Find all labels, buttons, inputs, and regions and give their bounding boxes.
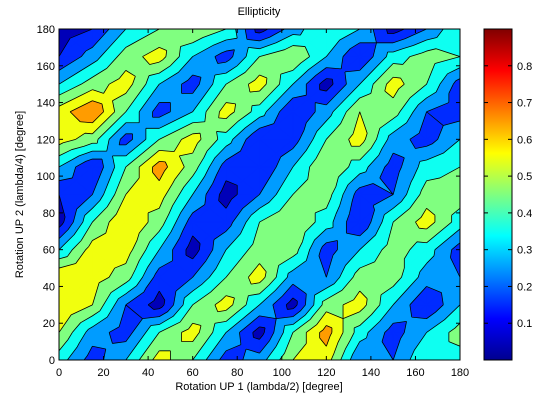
colorbar: 0.1 0.2 0.3 0.4 0.5 0.6 0.7 0.8: [483, 28, 532, 361]
contour-line-3: [59, 29, 460, 360]
x-tick-label: 160: [406, 367, 424, 379]
x-tick-label: 120: [317, 367, 335, 379]
colorbar-tick-label: 0.7: [517, 98, 532, 110]
colorbar-ticks: 0.1 0.2 0.3 0.4 0.5 0.6 0.7 0.8: [484, 61, 532, 330]
y-tick-label: 120: [37, 134, 55, 146]
x-axis-ticks: 0 20 40 60 80 100 120 140 160 180: [56, 29, 469, 379]
y-tick-label: 140: [37, 98, 55, 110]
y-tick-label: 20: [43, 318, 55, 330]
x-tick-label: 40: [142, 367, 154, 379]
x-tick-label: 80: [231, 367, 243, 379]
x-tick-label: 180: [451, 367, 469, 379]
y-axis-ticks: 0 20 40 60 80 100 120 140 160 180: [37, 24, 460, 367]
chart-title: Ellipticity: [238, 6, 281, 18]
y-tick-label: 180: [37, 24, 55, 36]
colorbar-tick-label: 0.5: [517, 171, 532, 183]
colorbar-strip: [484, 29, 512, 360]
plot-area: 0 20 40 60 80 100 120 140 160 180 0 20 40 60 80 100 120…: [37, 24, 470, 379]
contour-line-4: [59, 29, 460, 360]
colorbar-frame: [483, 28, 513, 361]
y-tick-label: 80: [43, 208, 55, 220]
y-tick-label: 40: [43, 281, 55, 293]
x-tick-label: 0: [56, 367, 62, 379]
contour-line-2: [59, 29, 460, 360]
contour-line-1: [59, 29, 405, 340]
colorbar-tick-label: 0.6: [517, 134, 532, 146]
y-tick-label: 60: [43, 245, 55, 257]
y-tick-label: 160: [37, 61, 55, 73]
plot-frame: [58, 28, 461, 361]
x-tick-label: 100: [273, 367, 291, 379]
y-tick-label: 0: [49, 355, 55, 367]
y-tick-label: 100: [37, 171, 55, 183]
colorbar-tick-label: 0.4: [517, 208, 532, 220]
x-tick-label: 20: [97, 367, 109, 379]
x-axis-label: Rotation UP 1 (lambda/2) [degree]: [175, 381, 342, 393]
colorbar-tick-label: 0.1: [517, 318, 532, 330]
colorbar-tick-label: 0.8: [517, 61, 532, 73]
y-axis-label: Rotation UP 2 (lambda/4) [degree]: [14, 111, 26, 278]
contour-fills: [59, 29, 460, 360]
colorbar-tick-label: 0.3: [517, 245, 532, 257]
x-tick-label: 60: [187, 367, 199, 379]
colorbar-tick-label: 0.2: [517, 281, 532, 293]
x-tick-label: 140: [362, 367, 380, 379]
